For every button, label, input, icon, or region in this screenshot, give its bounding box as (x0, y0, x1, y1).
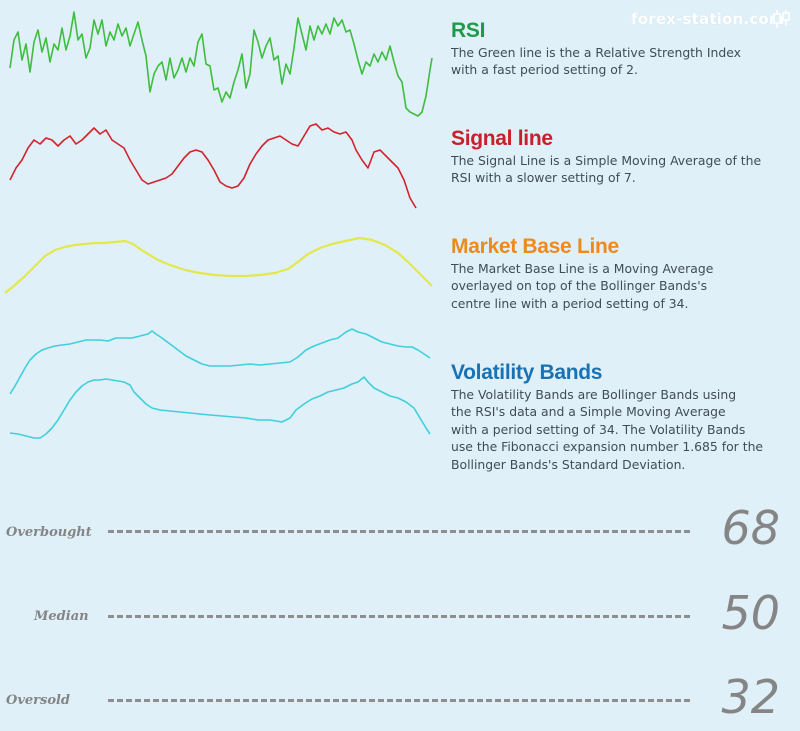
market-base-line (4, 236, 433, 294)
description-line: the RSI's data and a Simple Moving Avera… (451, 404, 726, 420)
description-line: with a period setting of 34. The Volatil… (451, 421, 746, 437)
median-level-line (108, 615, 690, 618)
overbought-value: 68 (721, 501, 780, 555)
section-description: The Signal Line is a Simple Moving Avera… (451, 152, 796, 187)
signal-line-section: Signal line The Signal Line is a Simple … (451, 126, 796, 187)
median-value: 50 (721, 586, 780, 640)
section-title: RSI (451, 19, 486, 42)
median-label: Median (34, 609, 89, 624)
section-title: Volatility Bands (451, 361, 603, 384)
description-line: RSI with a slower setting of 7. (451, 170, 636, 186)
oversold-value: 32 (721, 670, 780, 724)
overbought-label: Overbought (6, 525, 92, 540)
rsi-line (9, 11, 433, 117)
description-line: centre line with a period setting of 34. (451, 295, 689, 311)
volatility-bands-section: Volatility Bands The Volatility Bands ar… (451, 360, 796, 473)
description-line: The Green line is the a Relative Strengt… (451, 45, 741, 60)
description-line: The Volatility Bands are Bollinger Bands… (451, 387, 737, 402)
section-title: Market Base Line (451, 235, 619, 258)
oversold-label: Oversold (6, 693, 71, 708)
brand-name: forex-station.com (631, 10, 785, 28)
description-line: Bollinger Bands's Standard Deviation. (451, 456, 686, 472)
section-title: Signal line (451, 127, 553, 150)
description-line: use the Fibonacci expansion number 1.685… (451, 439, 764, 455)
volatility-band-lower (9, 376, 431, 439)
overbought-level-line (108, 530, 690, 533)
rsi-section: RSI The Green line is the a Relative Str… (451, 18, 796, 79)
oversold-level-line (108, 699, 690, 702)
section-description: The Green line is the a Relative Strengt… (451, 44, 796, 79)
section-description: The Market Base Line is a Moving Average… (451, 260, 796, 312)
description-line: The Signal Line is a Simple Moving Avera… (451, 153, 762, 168)
market-base-line-section: Market Base Line The Market Base Line is… (451, 234, 796, 312)
description-line: The Market Base Line is a Moving Average (451, 261, 714, 276)
volatility-band-upper (9, 328, 431, 395)
description-line: with a fast period setting of 2. (451, 62, 638, 78)
section-description: The Volatility Bands are Bollinger Bands… (451, 386, 796, 473)
candlestick-icon (773, 10, 790, 28)
signal-line (9, 123, 417, 209)
description-line: overlayed on top of the Bollinger Bands'… (451, 278, 708, 294)
